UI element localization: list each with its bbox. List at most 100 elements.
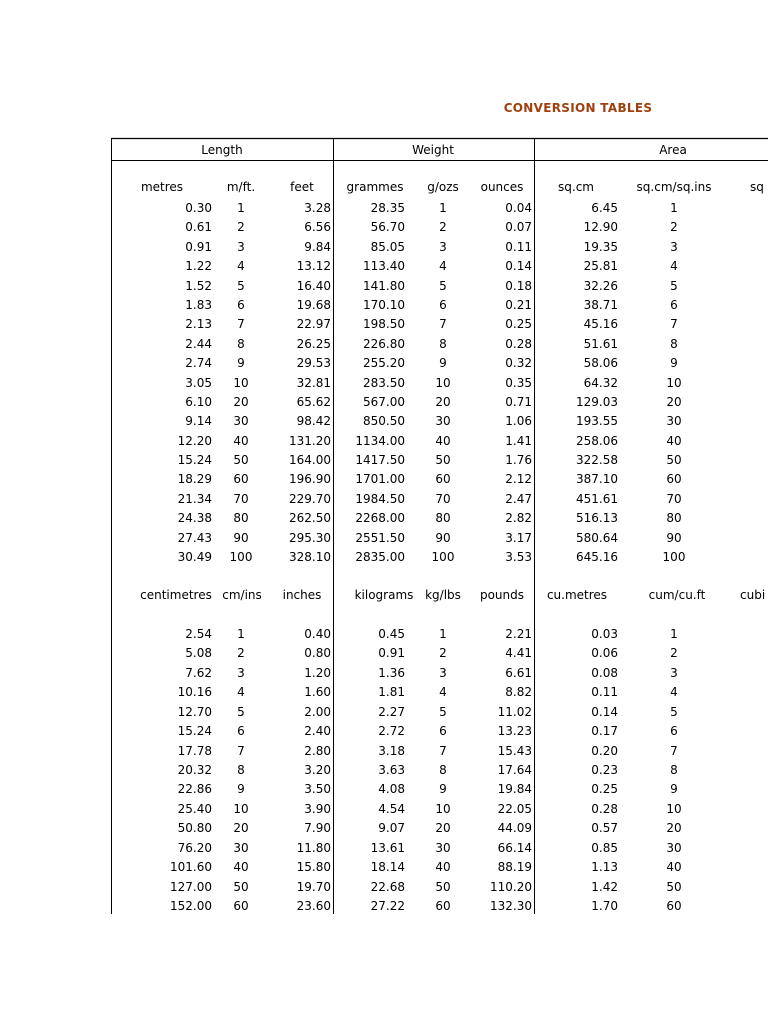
cell: 15.80: [296, 860, 331, 875]
cell: 0.18: [505, 278, 532, 293]
cell: 3: [439, 665, 447, 680]
column-header: kg/lbs: [425, 588, 461, 602]
cell: 0.28: [505, 336, 532, 351]
cell: 21.34: [177, 491, 212, 506]
cell: 100: [431, 550, 455, 565]
cell: 30: [233, 840, 249, 855]
cell: 2551.50: [355, 530, 405, 545]
column-header: cm/ins: [222, 588, 262, 602]
cell: 76.20: [177, 840, 212, 855]
cell: 10: [233, 801, 249, 816]
cell: 15.24: [177, 453, 212, 468]
cell: 65.62: [296, 394, 331, 409]
cell: 262.50: [289, 511, 331, 526]
cell: 40: [435, 860, 451, 875]
cell: 7: [237, 743, 245, 758]
cell: 60: [435, 899, 451, 914]
column-header: ounces: [480, 180, 524, 194]
cell: 80: [233, 511, 249, 526]
cell: 5: [237, 704, 245, 719]
cell: 70: [666, 491, 682, 506]
cell: 5: [439, 278, 447, 293]
cell: 13.61: [370, 840, 405, 855]
cell: 196.90: [289, 472, 331, 487]
cell: 22.86: [177, 782, 212, 797]
cell: 38.71: [583, 297, 618, 312]
cell: 6.45: [591, 201, 618, 215]
cell: 580.64: [576, 530, 618, 545]
column-header: feet: [290, 180, 314, 194]
cell: 132.30: [490, 899, 532, 914]
cell: 60: [666, 472, 682, 487]
group-header: Weight: [412, 143, 454, 157]
cell: 6: [439, 297, 447, 312]
cell: 19.84: [497, 782, 532, 797]
cell: 2: [670, 220, 678, 235]
cell: 45.16: [583, 317, 618, 332]
cell: 283.50: [363, 375, 405, 390]
cell: 110.20: [490, 879, 532, 894]
cell: 4: [439, 685, 447, 700]
cell: 13.12: [296, 259, 331, 274]
cell: 0.40: [304, 627, 331, 641]
cell: 1.13: [591, 860, 618, 875]
cell: 2.47: [505, 491, 532, 506]
cell: 113.40: [363, 259, 405, 274]
cell: 2: [670, 646, 678, 661]
cell: 6: [439, 724, 447, 739]
cell: 50.80: [177, 821, 212, 836]
cell: 4: [237, 685, 245, 700]
cell: 1.20: [304, 665, 331, 680]
cell: 1: [670, 201, 678, 215]
cell: 0.91: [185, 239, 212, 254]
column-header: grammes: [346, 180, 404, 194]
cell: 4.08: [378, 782, 405, 797]
column-header: centimetres: [140, 588, 212, 602]
cell: 25.81: [583, 259, 618, 274]
cell: 11.80: [296, 840, 331, 855]
cell: 20: [435, 394, 451, 409]
cell: 16.40: [296, 278, 331, 293]
cell: 25.40: [177, 801, 212, 816]
cell: 60: [435, 472, 451, 487]
cell: 3.17: [505, 530, 532, 545]
cell: 2.13: [185, 317, 212, 332]
cell: 17.78: [177, 743, 212, 758]
cell: 90: [666, 530, 682, 545]
cell: 10: [435, 801, 451, 816]
cell: 1417.50: [355, 453, 405, 468]
cell: 90: [435, 530, 451, 545]
cell: 40: [666, 433, 682, 448]
cell: 4: [670, 685, 678, 700]
cell: 40: [435, 433, 451, 448]
cell: 51.61: [583, 336, 618, 351]
cell: 0.11: [505, 239, 532, 254]
cell: 0.85: [591, 840, 618, 855]
cell: 19.35: [583, 239, 618, 254]
cell: 1984.50: [355, 491, 405, 506]
column-header: cubi: [740, 588, 766, 602]
cell: 60: [233, 472, 249, 487]
cell: 7: [670, 317, 678, 332]
cell: 0.28: [591, 801, 618, 816]
cell: 3: [237, 239, 245, 254]
cell: 229.70: [289, 491, 331, 506]
cell: 20: [435, 821, 451, 836]
cell: 170.10: [363, 297, 405, 312]
cell: 1.76: [505, 453, 532, 468]
cell: 6.61: [505, 665, 532, 680]
cell: 100: [229, 550, 253, 565]
cell: 1.42: [591, 879, 618, 894]
cell: 328.10: [289, 550, 331, 565]
cell: 9: [670, 782, 678, 797]
cell: 6: [670, 297, 678, 312]
cell: 6: [237, 297, 245, 312]
cell: 9: [439, 782, 447, 797]
cell: 0.80: [304, 646, 331, 661]
cell: 15.43: [497, 743, 532, 758]
cell: 58.06: [583, 356, 618, 371]
cell: 850.50: [363, 414, 405, 429]
cell: 7: [670, 743, 678, 758]
cell: 0.20: [591, 743, 618, 758]
